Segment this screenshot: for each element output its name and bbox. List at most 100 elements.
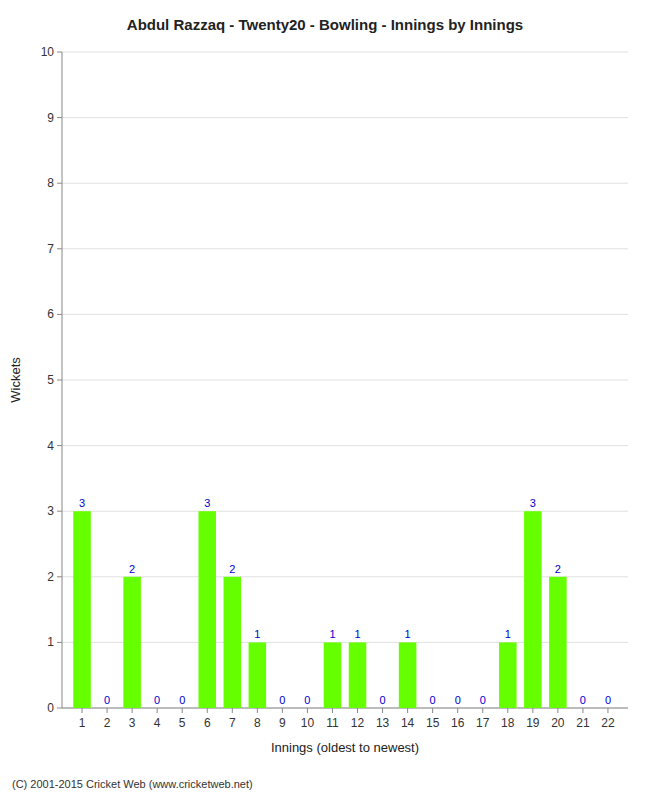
x-axis-label: Innings (oldest to newest) bbox=[271, 740, 419, 755]
y-tick-label: 6 bbox=[47, 307, 54, 321]
grid-line bbox=[62, 380, 628, 381]
x-tick-label: 21 bbox=[576, 716, 590, 730]
x-tick bbox=[557, 708, 558, 713]
data-label: 3 bbox=[79, 497, 85, 509]
data-label: 1 bbox=[354, 628, 360, 640]
bar bbox=[599, 708, 617, 709]
bar bbox=[399, 642, 417, 708]
data-label: 0 bbox=[455, 694, 461, 706]
bar bbox=[574, 708, 592, 709]
grid-line bbox=[62, 576, 628, 577]
x-tick-label: 13 bbox=[376, 716, 390, 730]
y-tick bbox=[57, 183, 62, 184]
x-tick bbox=[232, 708, 233, 713]
y-tick-label: 3 bbox=[47, 504, 54, 518]
grid-line bbox=[62, 52, 628, 53]
x-tick-label: 3 bbox=[129, 716, 136, 730]
grid-line bbox=[62, 248, 628, 249]
y-axis-line bbox=[62, 52, 63, 708]
bar bbox=[249, 642, 267, 708]
y-tick-label: 2 bbox=[47, 570, 54, 584]
bar bbox=[98, 708, 116, 709]
grid-line bbox=[62, 445, 628, 446]
y-tick bbox=[57, 511, 62, 512]
title: Abdul Razzaq - Twenty20 - Bowling - Inni… bbox=[127, 16, 523, 33]
x-tick-label: 7 bbox=[229, 716, 236, 730]
x-tick bbox=[507, 708, 508, 713]
grid-line bbox=[62, 642, 628, 643]
bar bbox=[449, 708, 467, 709]
data-label: 0 bbox=[480, 694, 486, 706]
x-axis-line bbox=[62, 708, 628, 709]
bar bbox=[549, 577, 567, 708]
bar bbox=[324, 642, 342, 708]
x-tick-label: 16 bbox=[451, 716, 465, 730]
grid bbox=[62, 52, 628, 708]
y-tick bbox=[57, 314, 62, 315]
data-label: 0 bbox=[279, 694, 285, 706]
x-tick-label: 11 bbox=[326, 716, 339, 730]
x-tick-label: 19 bbox=[526, 716, 540, 730]
x-tick bbox=[482, 708, 483, 713]
data-label: 0 bbox=[380, 694, 386, 706]
bar bbox=[173, 708, 191, 709]
bars bbox=[73, 511, 566, 708]
x-tick-label: 18 bbox=[501, 716, 515, 730]
y-tick-label: 10 bbox=[41, 45, 55, 59]
y-tick-label: 1 bbox=[47, 635, 54, 649]
x-tick bbox=[332, 708, 333, 713]
x-tick-label: 1 bbox=[79, 716, 86, 730]
y-tick-label: 8 bbox=[47, 176, 54, 190]
chart: 0123456789101234567891011121314151617181… bbox=[0, 0, 650, 800]
data-label: 2 bbox=[229, 563, 235, 575]
x-tick bbox=[182, 708, 183, 713]
x-tick-label: 22 bbox=[601, 716, 615, 730]
x-tick bbox=[157, 708, 158, 713]
x-tick bbox=[257, 708, 258, 713]
grid-line bbox=[62, 117, 628, 118]
axes: 0123456789101234567891011121314151617181… bbox=[41, 45, 628, 730]
grid-line bbox=[62, 511, 628, 512]
data-label: 3 bbox=[530, 497, 536, 509]
x-tick bbox=[82, 708, 83, 713]
data-label: 1 bbox=[254, 628, 260, 640]
grid-line bbox=[62, 314, 628, 315]
data-label: 1 bbox=[505, 628, 511, 640]
y-tick bbox=[57, 380, 62, 381]
y-tick bbox=[57, 642, 62, 643]
x-tick bbox=[607, 708, 608, 713]
data-label: 1 bbox=[329, 628, 335, 640]
bar bbox=[349, 642, 367, 708]
bar bbox=[299, 708, 317, 709]
y-tick-label: 5 bbox=[47, 373, 54, 387]
bar bbox=[274, 708, 292, 709]
data-label: 3 bbox=[204, 497, 210, 509]
x-tick bbox=[107, 708, 108, 713]
x-tick-label: 12 bbox=[351, 716, 365, 730]
bar bbox=[73, 511, 91, 708]
y-axis-label: Wickets bbox=[8, 357, 23, 403]
bar bbox=[374, 708, 392, 709]
data-label: 0 bbox=[179, 694, 185, 706]
x-tick-label: 17 bbox=[476, 716, 490, 730]
data-label: 0 bbox=[304, 694, 310, 706]
bar bbox=[198, 511, 216, 708]
y-tick-label: 9 bbox=[47, 111, 54, 125]
x-tick-label: 6 bbox=[204, 716, 211, 730]
x-tick bbox=[407, 708, 408, 713]
y-tick bbox=[57, 248, 62, 249]
data-label: 2 bbox=[129, 563, 135, 575]
data-label: 0 bbox=[430, 694, 436, 706]
x-tick bbox=[582, 708, 583, 713]
y-tick-label: 4 bbox=[47, 439, 54, 453]
y-tick bbox=[57, 708, 62, 709]
x-tick-label: 10 bbox=[301, 716, 315, 730]
x-tick bbox=[282, 708, 283, 713]
bar bbox=[148, 708, 166, 709]
x-tick-label: 8 bbox=[254, 716, 261, 730]
y-tick-label: 7 bbox=[47, 242, 54, 256]
x-tick-label: 20 bbox=[551, 716, 565, 730]
grid-line bbox=[62, 183, 628, 184]
y-tick bbox=[57, 445, 62, 446]
x-tick-label: 4 bbox=[154, 716, 161, 730]
